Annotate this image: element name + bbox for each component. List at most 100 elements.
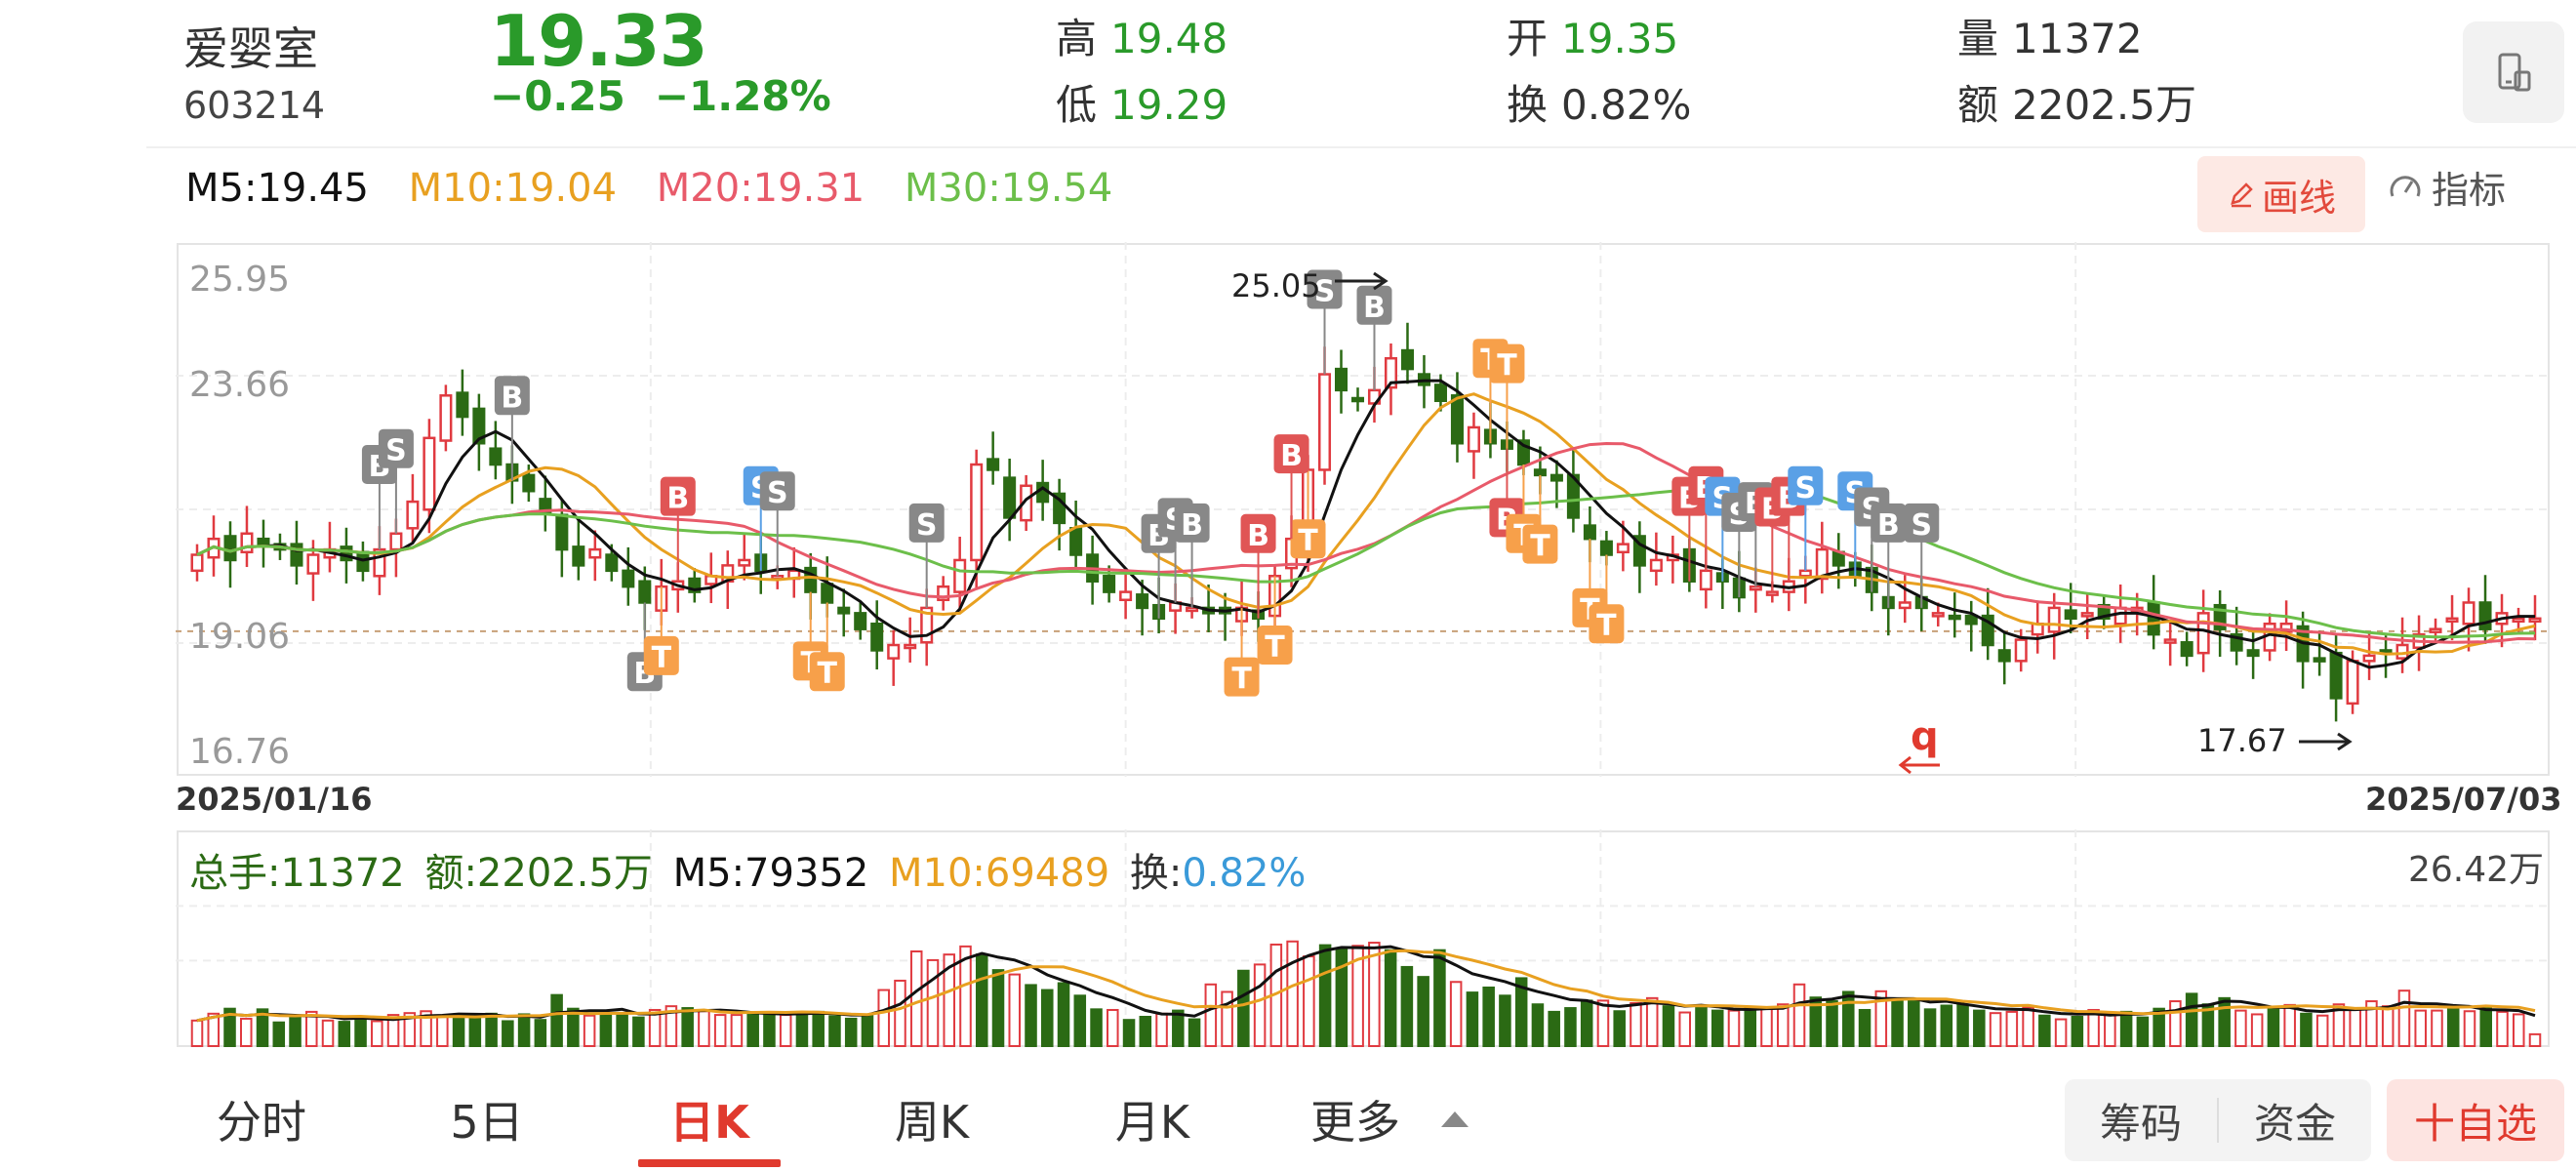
volume-bar bbox=[698, 1010, 710, 1047]
stock-name: 爱婴室 bbox=[183, 22, 318, 75]
gauge-icon bbox=[2390, 175, 2421, 197]
volume-bar bbox=[452, 1013, 465, 1048]
volume-bar bbox=[289, 1016, 302, 1047]
ma5-label: M5:19.45 bbox=[185, 166, 369, 211]
kline-chart[interactable]: 25.95 23.66 19.06 16.76 SSBSBBTBTTSBSBTT… bbox=[176, 242, 2551, 777]
marker-label: T bbox=[1231, 663, 1252, 697]
arrow-head bbox=[2337, 732, 2353, 751]
candle-body bbox=[2163, 638, 2177, 644]
turnover-legend-label: 换: bbox=[1129, 851, 1183, 896]
trade-marker: T bbox=[1290, 469, 1326, 559]
volume-bar bbox=[1187, 1018, 1201, 1048]
volume-bar bbox=[1940, 1004, 1953, 1048]
volume-bar bbox=[795, 1012, 809, 1048]
tab-more[interactable]: 更多 bbox=[1263, 1068, 1516, 1171]
marker-badge bbox=[1589, 604, 1625, 644]
volume-bar bbox=[1727, 1009, 1741, 1047]
quote-amount: 额 2202.5万 bbox=[1957, 72, 2196, 132]
candle-body bbox=[1433, 384, 1447, 402]
volume-bar bbox=[1221, 990, 1233, 1048]
trade-marker: B bbox=[1356, 285, 1392, 390]
landscape-toggle-button[interactable] bbox=[2463, 21, 2564, 123]
volume-bars bbox=[190, 940, 2542, 1048]
ma10-line bbox=[196, 392, 2536, 656]
volume-label: 量 bbox=[1957, 15, 1999, 62]
volume-bar bbox=[2315, 1014, 2329, 1047]
trade-marker: S bbox=[1904, 503, 1940, 608]
marker-badge bbox=[1257, 626, 1293, 666]
candle-body bbox=[2279, 622, 2293, 633]
marker-badge bbox=[378, 428, 414, 468]
candle-body bbox=[2329, 651, 2343, 700]
volume-bar bbox=[468, 1015, 482, 1047]
candle-body bbox=[306, 553, 320, 575]
marker-badge bbox=[1174, 503, 1210, 543]
marker-badge bbox=[1307, 269, 1343, 309]
candle-body bbox=[290, 543, 303, 567]
candle-body bbox=[1616, 543, 1630, 554]
indicator-label: 指标 bbox=[2432, 169, 2507, 212]
candle-body bbox=[638, 580, 652, 604]
marker-label: T bbox=[1530, 530, 1550, 564]
candle-body bbox=[472, 407, 486, 445]
volume-bar bbox=[730, 1014, 744, 1047]
volume-bar bbox=[1466, 991, 1479, 1048]
chips-button[interactable]: 筹码 bbox=[2099, 1099, 2182, 1148]
candle-body bbox=[688, 577, 702, 593]
volume-bar bbox=[1073, 994, 1087, 1047]
volume-ma bbox=[196, 945, 2536, 1023]
high-label: 高 bbox=[1056, 15, 1098, 62]
volume-max: 26.42万 bbox=[2408, 850, 2545, 890]
trade-marker: T bbox=[1257, 576, 1293, 666]
candle-body bbox=[2064, 609, 2077, 621]
tab-daily-k[interactable]: 日K bbox=[638, 1068, 781, 1171]
marker-label: S bbox=[1314, 274, 1336, 308]
volume-bar bbox=[926, 958, 940, 1047]
candle-body bbox=[1136, 593, 1149, 610]
trade-marker: T bbox=[809, 602, 845, 692]
marker-badge bbox=[1273, 434, 1309, 474]
tab-label: 日K bbox=[669, 1096, 749, 1149]
volume-bar bbox=[517, 1013, 531, 1048]
amount-label: 额 bbox=[1957, 81, 1999, 129]
volume-bar bbox=[534, 1019, 547, 1048]
candle-body bbox=[1450, 394, 1464, 445]
volume-bar bbox=[321, 1019, 335, 1048]
volume-bar bbox=[1809, 996, 1823, 1047]
volume-bar bbox=[1858, 1008, 1872, 1047]
volume-bar bbox=[943, 953, 956, 1047]
marker-label: B bbox=[666, 482, 689, 516]
draw-line-label: 画线 bbox=[2261, 176, 2336, 220]
candle-body bbox=[2080, 612, 2094, 618]
funds-button[interactable]: 资金 bbox=[2253, 1099, 2336, 1148]
candle-body bbox=[1566, 473, 1580, 519]
candle-body bbox=[1003, 476, 1017, 519]
candle-body bbox=[1649, 558, 1663, 573]
candle-body bbox=[489, 447, 503, 466]
add-watchlist-button[interactable]: 十自选 bbox=[2387, 1079, 2564, 1161]
tab-intraday[interactable]: 分时 bbox=[146, 1068, 377, 1171]
candle-body bbox=[1632, 535, 1646, 567]
tab-weekly-k[interactable]: 周K bbox=[822, 1068, 1042, 1171]
trade-marker: S bbox=[759, 471, 795, 577]
volume-bar bbox=[1744, 1006, 1757, 1047]
volume-chart[interactable] bbox=[176, 829, 2551, 1048]
volume-bar bbox=[599, 1013, 613, 1048]
indicator-button[interactable]: 指标 bbox=[2387, 160, 2506, 214]
draw-line-button[interactable]: 画线 bbox=[2197, 156, 2365, 232]
volume-bar bbox=[420, 1010, 432, 1047]
volume-bar bbox=[1499, 994, 1511, 1047]
tab-monthly-k[interactable]: 月K bbox=[1042, 1068, 1263, 1171]
volume-bar bbox=[1253, 963, 1267, 1048]
volume-bar bbox=[1826, 1000, 1838, 1047]
candle-body bbox=[953, 558, 967, 593]
candle-body bbox=[539, 498, 552, 514]
volume-bar bbox=[2071, 1015, 2084, 1047]
tab-label: 分时 bbox=[217, 1096, 306, 1149]
volume-bar bbox=[2234, 1009, 2247, 1047]
volume-bar bbox=[877, 989, 890, 1047]
end-date: 2025/07/03 bbox=[2365, 781, 2562, 818]
volume-bar bbox=[2463, 1010, 2476, 1047]
volume-bar bbox=[2528, 1032, 2542, 1048]
tab-5day[interactable]: 5日 bbox=[377, 1068, 597, 1171]
